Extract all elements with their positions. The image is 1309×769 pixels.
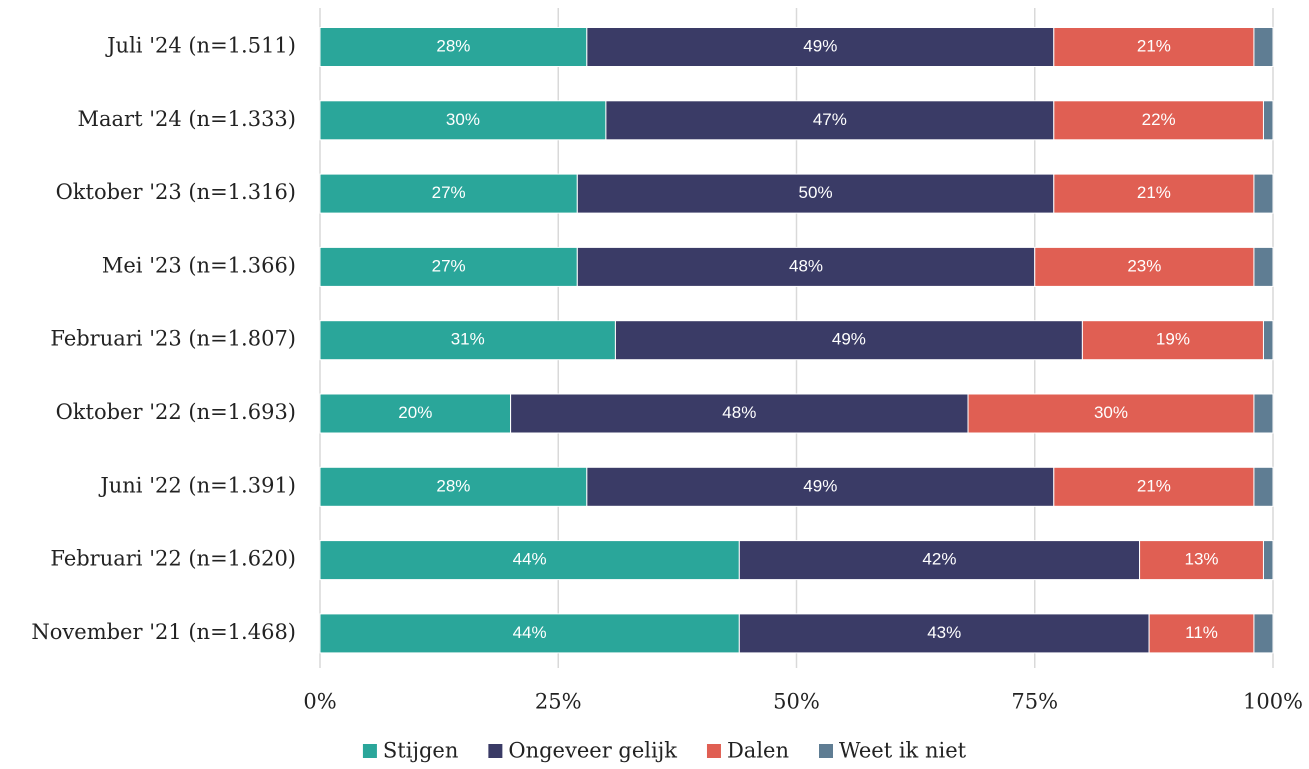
value-label: 44%	[513, 623, 547, 642]
y-tick-label: Oktober '22 (n=1.693)	[56, 400, 296, 424]
value-label: 28%	[436, 476, 470, 495]
bar-segment	[1081, 320, 1264, 361]
bar-segment	[510, 393, 969, 434]
value-label: 43%	[927, 623, 961, 642]
bar-segment	[1253, 613, 1274, 654]
value-label: 44%	[513, 550, 547, 569]
y-tick-label: Mei '23 (n=1.366)	[102, 253, 296, 277]
value-label: 49%	[803, 36, 837, 55]
bar-segment	[1148, 613, 1255, 654]
value-label: 19%	[1156, 330, 1190, 349]
bar-segment	[1053, 173, 1255, 214]
bar-segment	[605, 100, 1055, 141]
value-label: 22%	[1142, 110, 1176, 129]
bar-segment	[576, 246, 1036, 287]
bar-segment	[1053, 27, 1255, 67]
bar-segment	[1262, 540, 1274, 581]
value-label: 30%	[446, 110, 480, 129]
bar-segment	[586, 27, 1055, 67]
value-label: 21%	[1137, 183, 1171, 202]
value-label: 49%	[832, 330, 866, 349]
value-label: 31%	[451, 330, 485, 349]
value-label: 30%	[1094, 403, 1128, 422]
value-label: 47%	[813, 110, 847, 129]
value-label: 28%	[436, 36, 470, 55]
bar-segment	[1253, 27, 1274, 67]
bar-segment	[319, 540, 740, 581]
bar-segment	[1139, 540, 1264, 581]
value-label: 11%	[1185, 623, 1218, 642]
legend-label: Dalen	[727, 739, 789, 763]
y-tick-label: November '21 (n=1.468)	[31, 620, 296, 644]
bar-segment	[319, 100, 607, 141]
y-tick-label: Februari '22 (n=1.620)	[50, 547, 296, 571]
value-label: 21%	[1137, 476, 1171, 495]
bar-segment	[1053, 466, 1255, 507]
legend-label: Ongeveer gelijk	[508, 739, 677, 763]
bar-segment	[738, 540, 1141, 581]
bar-segment	[1053, 100, 1264, 141]
bar-segment	[1262, 100, 1274, 141]
x-tick-label: 75%	[1011, 690, 1058, 714]
bar-segment	[1253, 246, 1274, 287]
bar-segment	[319, 173, 578, 214]
y-tick-label: Oktober '23 (n=1.316)	[56, 180, 296, 204]
bar-segment	[319, 393, 512, 434]
y-tick-label: Februari '23 (n=1.807)	[50, 327, 296, 351]
bar-segment	[319, 613, 740, 654]
y-tick-label: Juli '24 (n=1.511)	[105, 34, 296, 58]
x-tick-label: 50%	[773, 690, 820, 714]
value-label: 13%	[1185, 550, 1219, 569]
y-tick-label: Maart '24 (n=1.333)	[78, 107, 297, 131]
value-label: 49%	[803, 476, 837, 495]
bar-segment	[319, 466, 588, 507]
value-label: 23%	[1127, 256, 1161, 275]
value-label: 27%	[432, 183, 466, 202]
bar-segment	[1262, 320, 1274, 361]
value-label: 20%	[398, 403, 432, 422]
value-label: 21%	[1137, 36, 1171, 55]
bar-segment	[1253, 393, 1274, 434]
legend-swatch	[362, 744, 377, 758]
bar-segment	[586, 466, 1055, 507]
bar-segment	[319, 27, 588, 67]
bar-segment	[1253, 466, 1274, 507]
value-label: 50%	[799, 183, 833, 202]
bar-segment	[1253, 173, 1274, 214]
legend-swatch	[488, 744, 503, 758]
legend-label: Weet ik niet	[839, 739, 967, 763]
legend-label: Stijgen	[383, 739, 458, 763]
legend-swatch	[819, 744, 833, 758]
value-label: 27%	[432, 256, 466, 275]
x-tick-label: 25%	[535, 690, 582, 714]
bar-segment	[967, 393, 1255, 434]
value-label: 42%	[922, 550, 956, 569]
x-tick-label: 0%	[303, 690, 336, 714]
y-tick-label: Juni '22 (n=1.391)	[98, 473, 296, 497]
bar-segment	[319, 320, 616, 361]
legend-swatch	[706, 744, 721, 758]
x-tick-label: 100%	[1243, 690, 1303, 714]
bar-segment	[738, 613, 1150, 654]
value-label: 48%	[789, 256, 823, 275]
value-label: 48%	[722, 403, 756, 422]
